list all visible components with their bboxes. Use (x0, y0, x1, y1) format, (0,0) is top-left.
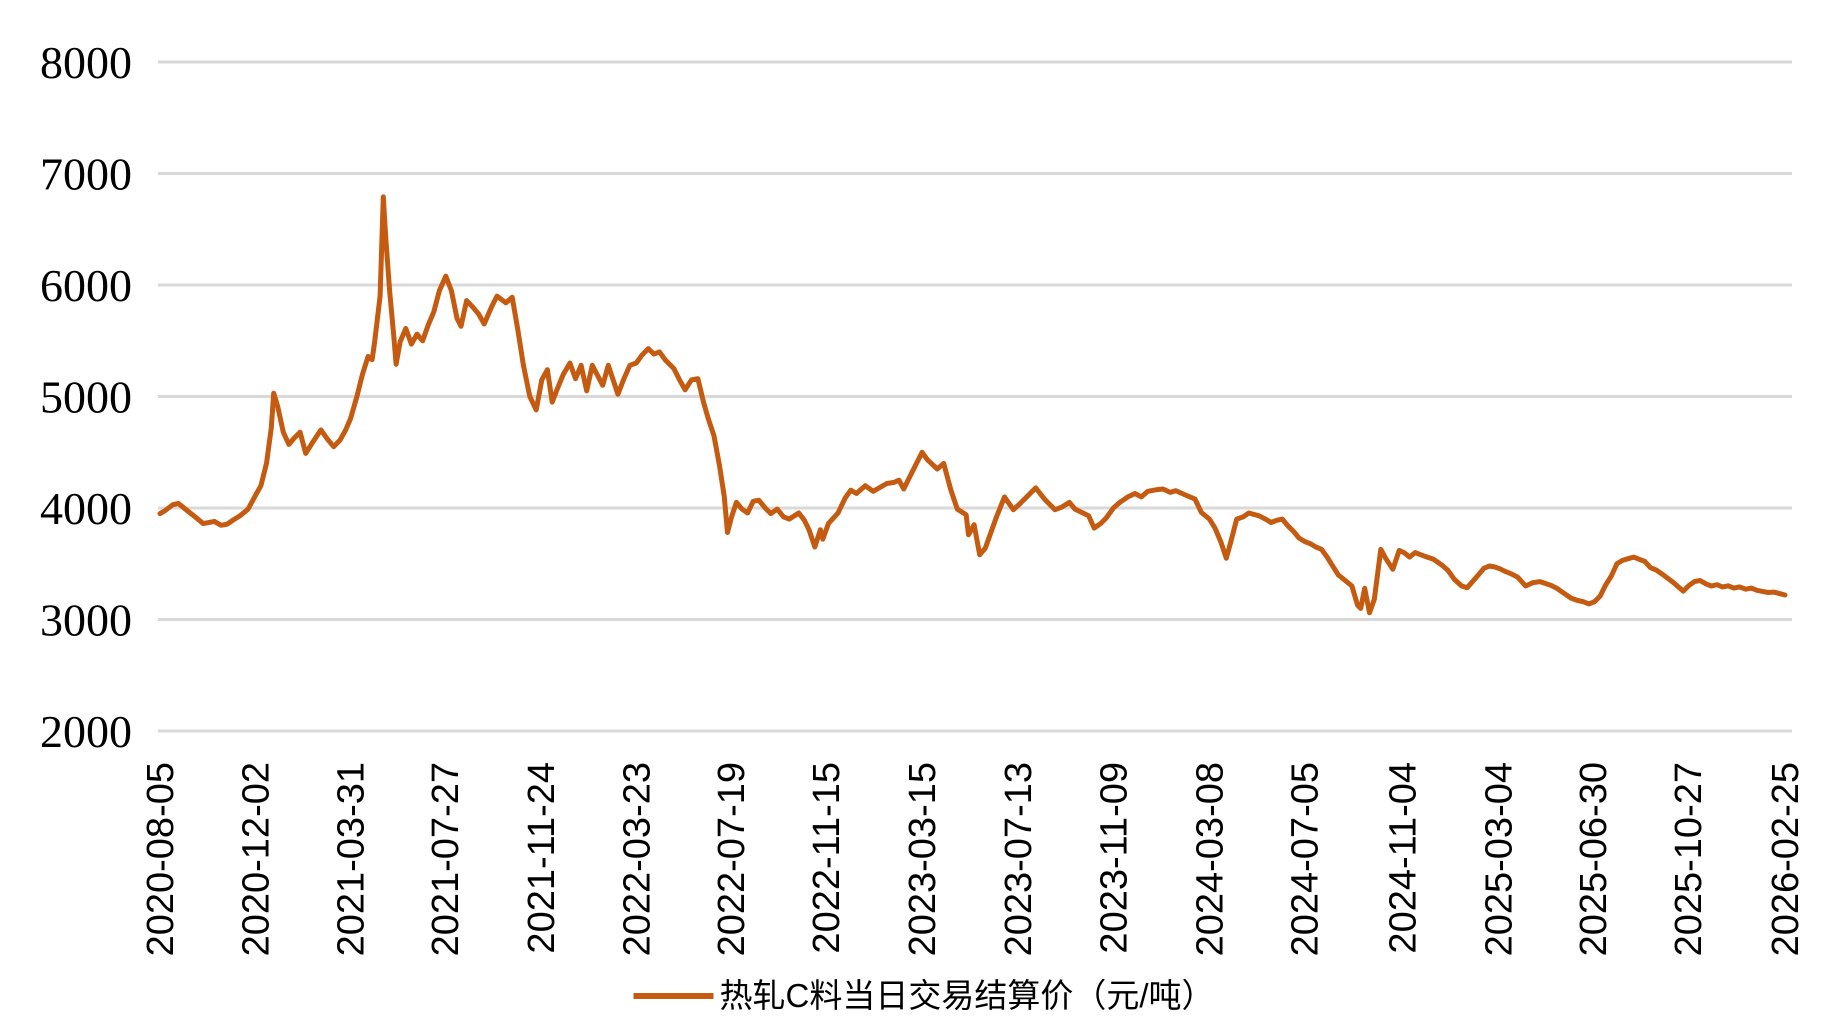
x-axis-tick-label: 2021-11-24 (521, 762, 563, 954)
x-axis-tick-label: 2020-08-05 (140, 762, 182, 956)
y-axis-tick-label: 8000 (40, 37, 132, 88)
x-axis-tick-label: 2024-03-08 (1189, 762, 1231, 956)
x-axis-tick-label: 2020-12-02 (235, 762, 277, 956)
x-axis-tick-label: 2025-10-27 (1668, 762, 1710, 956)
y-axis-tick-label: 5000 (40, 372, 132, 423)
x-axis-tick-label: 2024-11-04 (1382, 762, 1424, 954)
legend-label: 热轧C料当日交易结算价（元/吨） (719, 977, 1215, 1014)
x-axis-tick-label: 2026-02-25 (1765, 762, 1807, 956)
legend: 热轧C料当日交易结算价（元/吨） (633, 976, 1215, 1016)
x-axis-tick-label: 2024-07-05 (1285, 762, 1327, 956)
x-axis-tick-label: 2022-11-15 (806, 762, 848, 954)
x-axis-tick-label: 2023-03-15 (902, 762, 944, 956)
y-axis-tick-label: 3000 (40, 595, 132, 646)
y-axis-tick-label: 6000 (40, 260, 132, 311)
price-line-series (157, 194, 1788, 616)
x-axis-tick-label: 2022-03-23 (616, 762, 658, 956)
x-axis-tick-label: 2022-07-19 (711, 762, 753, 956)
x-axis-tick-label: 2021-07-27 (425, 762, 467, 956)
y-axis-tick-label: 4000 (40, 483, 132, 534)
y-axis-tick-label: 7000 (40, 149, 132, 200)
x-axis-tick-label: 2023-07-13 (998, 762, 1040, 956)
y-axis-tick-label: 2000 (40, 706, 132, 757)
x-axis-tick-label: 2025-03-04 (1478, 762, 1520, 956)
x-axis-tick-label: 2021-03-31 (331, 762, 373, 956)
x-axis-tick-label: 2025-06-30 (1573, 762, 1615, 956)
legend-line-swatch (633, 993, 714, 999)
x-axis-tick-label: 2023-11-09 (1093, 762, 1135, 954)
